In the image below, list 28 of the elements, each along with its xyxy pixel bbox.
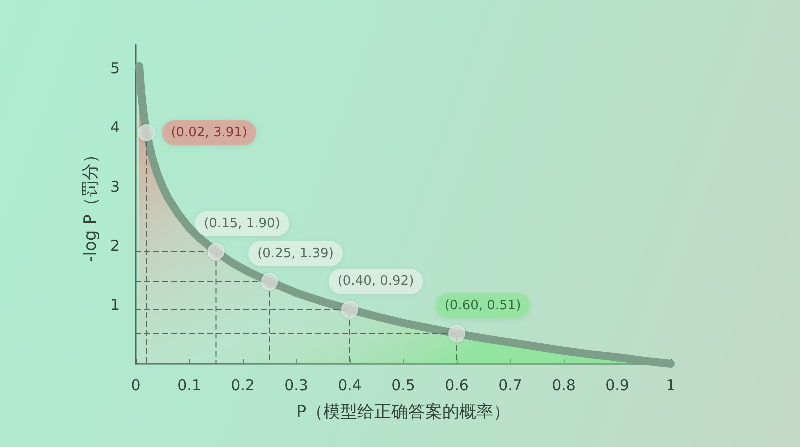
x-tick-label: 0.4 [338,376,362,394]
x-tick-label: 0.3 [284,376,308,394]
point [138,124,156,142]
x-axis-title: P（模型给正确答案的概率） [296,402,511,422]
x-tick-label: 0.8 [552,376,576,394]
x-tick-label: 0.5 [392,376,416,394]
y-axis-title: -log P（罚分） [81,146,102,262]
data-label: (0.40, 0.92) [338,274,414,290]
y-tick-label: 2 [110,236,120,255]
data-label: (0.15, 1.90) [204,216,280,232]
data-label: (0.60, 0.51) [444,298,522,314]
point [342,301,358,318]
point [208,243,225,260]
point [261,273,278,290]
y-tick-label: 4 [110,118,120,137]
x-tick-label: 0 [131,376,141,394]
point [448,325,466,342]
x-tick-label: 0.7 [498,376,522,394]
x-tick-label: 0.1 [178,376,202,394]
y-tick-label: 1 [110,296,120,314]
x-tick-label: 0.2 [231,376,255,394]
x-tick-label: 0.9 [606,376,630,394]
y-tick-label: 5 [110,60,120,78]
x-tick-label: 1 [666,376,676,394]
x-tick-label: 0.6 [445,376,469,394]
data-label: (0.25, 1.39) [258,246,334,262]
data-label: (0.02, 3.91) [171,126,248,141]
y-tick-label: 3 [110,178,120,196]
